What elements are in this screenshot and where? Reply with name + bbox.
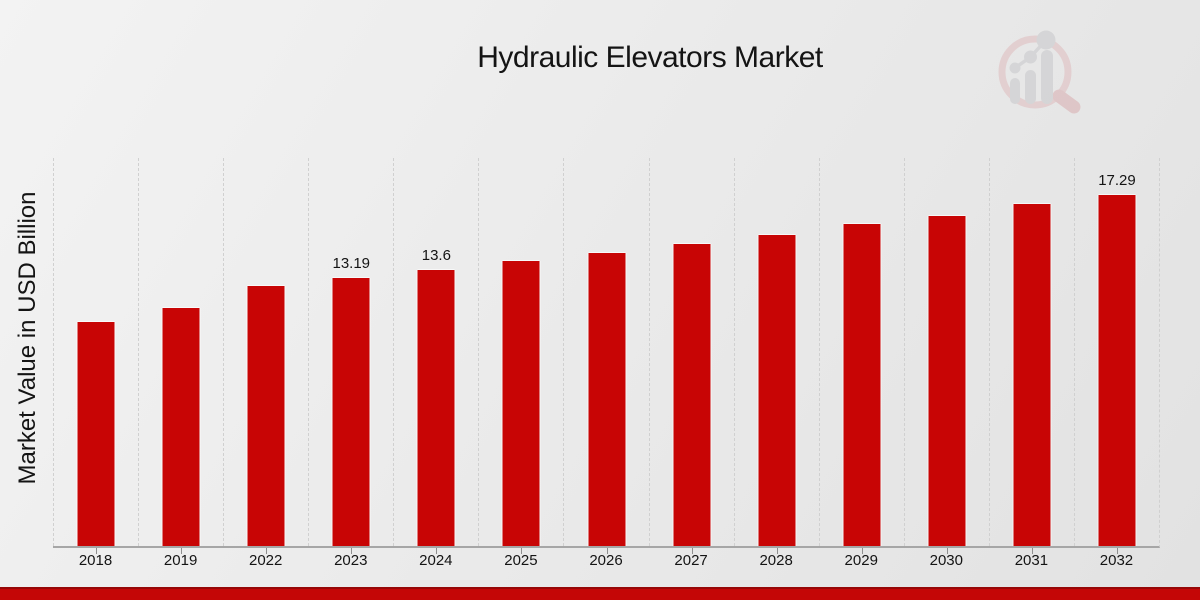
grid-cell: 17.29 [1073, 158, 1159, 554]
x-axis-label-2026: 2026 [589, 552, 623, 569]
x-axis-label-2031: 2031 [1014, 552, 1049, 569]
x-axis-tick [351, 548, 353, 554]
grid-cell [733, 158, 819, 554]
grid-cell [138, 158, 223, 554]
bar-2027 [673, 244, 711, 546]
x-axis-labels: 2018 2019 2022 2023 2024 2025 2026 2027 2028 2029… [53, 552, 1159, 569]
grid-cell [478, 158, 563, 554]
footer-accent-bar [0, 587, 1200, 600]
bar-2032 [1098, 195, 1136, 546]
x-axis-tick [946, 548, 948, 554]
bar-2031 [1013, 204, 1051, 546]
grid-cell [648, 158, 734, 554]
x-axis-tick [521, 548, 523, 554]
bar-2018 [77, 322, 115, 546]
grid-cell: 13.6 [393, 158, 478, 554]
bar-2028 [758, 235, 796, 546]
bar-2024 [417, 270, 455, 546]
x-axis-label-2023: 2023 [334, 552, 368, 569]
grid-cell [818, 158, 904, 554]
bar-2022 [247, 286, 285, 546]
x-axis-label-2024: 2024 [419, 552, 453, 569]
x-axis-tick [776, 548, 778, 554]
grid-cell: 13.19 [308, 158, 393, 554]
bar-value-label-2023: 13.19 [332, 255, 371, 272]
x-axis-tick [1116, 548, 1118, 554]
x-axis-tick [1031, 548, 1033, 554]
grid-cell [53, 158, 138, 554]
x-axis-label-2029: 2029 [844, 552, 878, 569]
x-axis-tick [436, 548, 438, 554]
brand-magnifier-chart-logo-icon [998, 30, 1081, 114]
x-axis-tick [96, 548, 98, 554]
x-axis-label-2027: 2027 [674, 552, 708, 569]
bar-2030 [928, 216, 966, 546]
grid-cell [563, 158, 648, 554]
y-axis-label: Market Value in USD Billion [14, 191, 41, 485]
plot-area: 13.19 13.6 17.29 [53, 158, 1160, 554]
x-axis-label-2018: 2018 [78, 552, 113, 569]
bar-2019 [162, 308, 200, 546]
x-axis-label-2025: 2025 [504, 552, 538, 569]
x-axis-label-2030: 2030 [929, 552, 963, 569]
grid-cell [223, 158, 308, 554]
bar-value-label-2024: 13.6 [421, 247, 451, 264]
x-axis-tick [266, 548, 268, 554]
bar-2026 [588, 253, 625, 546]
grid-cell [903, 158, 989, 554]
x-axis-tick [861, 548, 863, 554]
grid-cell [988, 158, 1074, 554]
bar-value-label-2032: 17.29 [1098, 172, 1136, 189]
chart-title: Hydraulic Elevators Market [477, 41, 823, 74]
x-axis-tick [181, 548, 183, 554]
x-axis-label-2019: 2019 [163, 552, 198, 569]
bar-2029 [843, 224, 881, 546]
x-axis-label-2028: 2028 [759, 552, 793, 569]
bar-2025 [502, 261, 540, 546]
x-axis-label-2032: 2032 [1099, 552, 1134, 569]
x-axis-tick [691, 548, 693, 554]
bar-2023 [332, 278, 370, 546]
x-axis-label-2022: 2022 [249, 552, 283, 569]
x-axis-tick [606, 548, 608, 554]
